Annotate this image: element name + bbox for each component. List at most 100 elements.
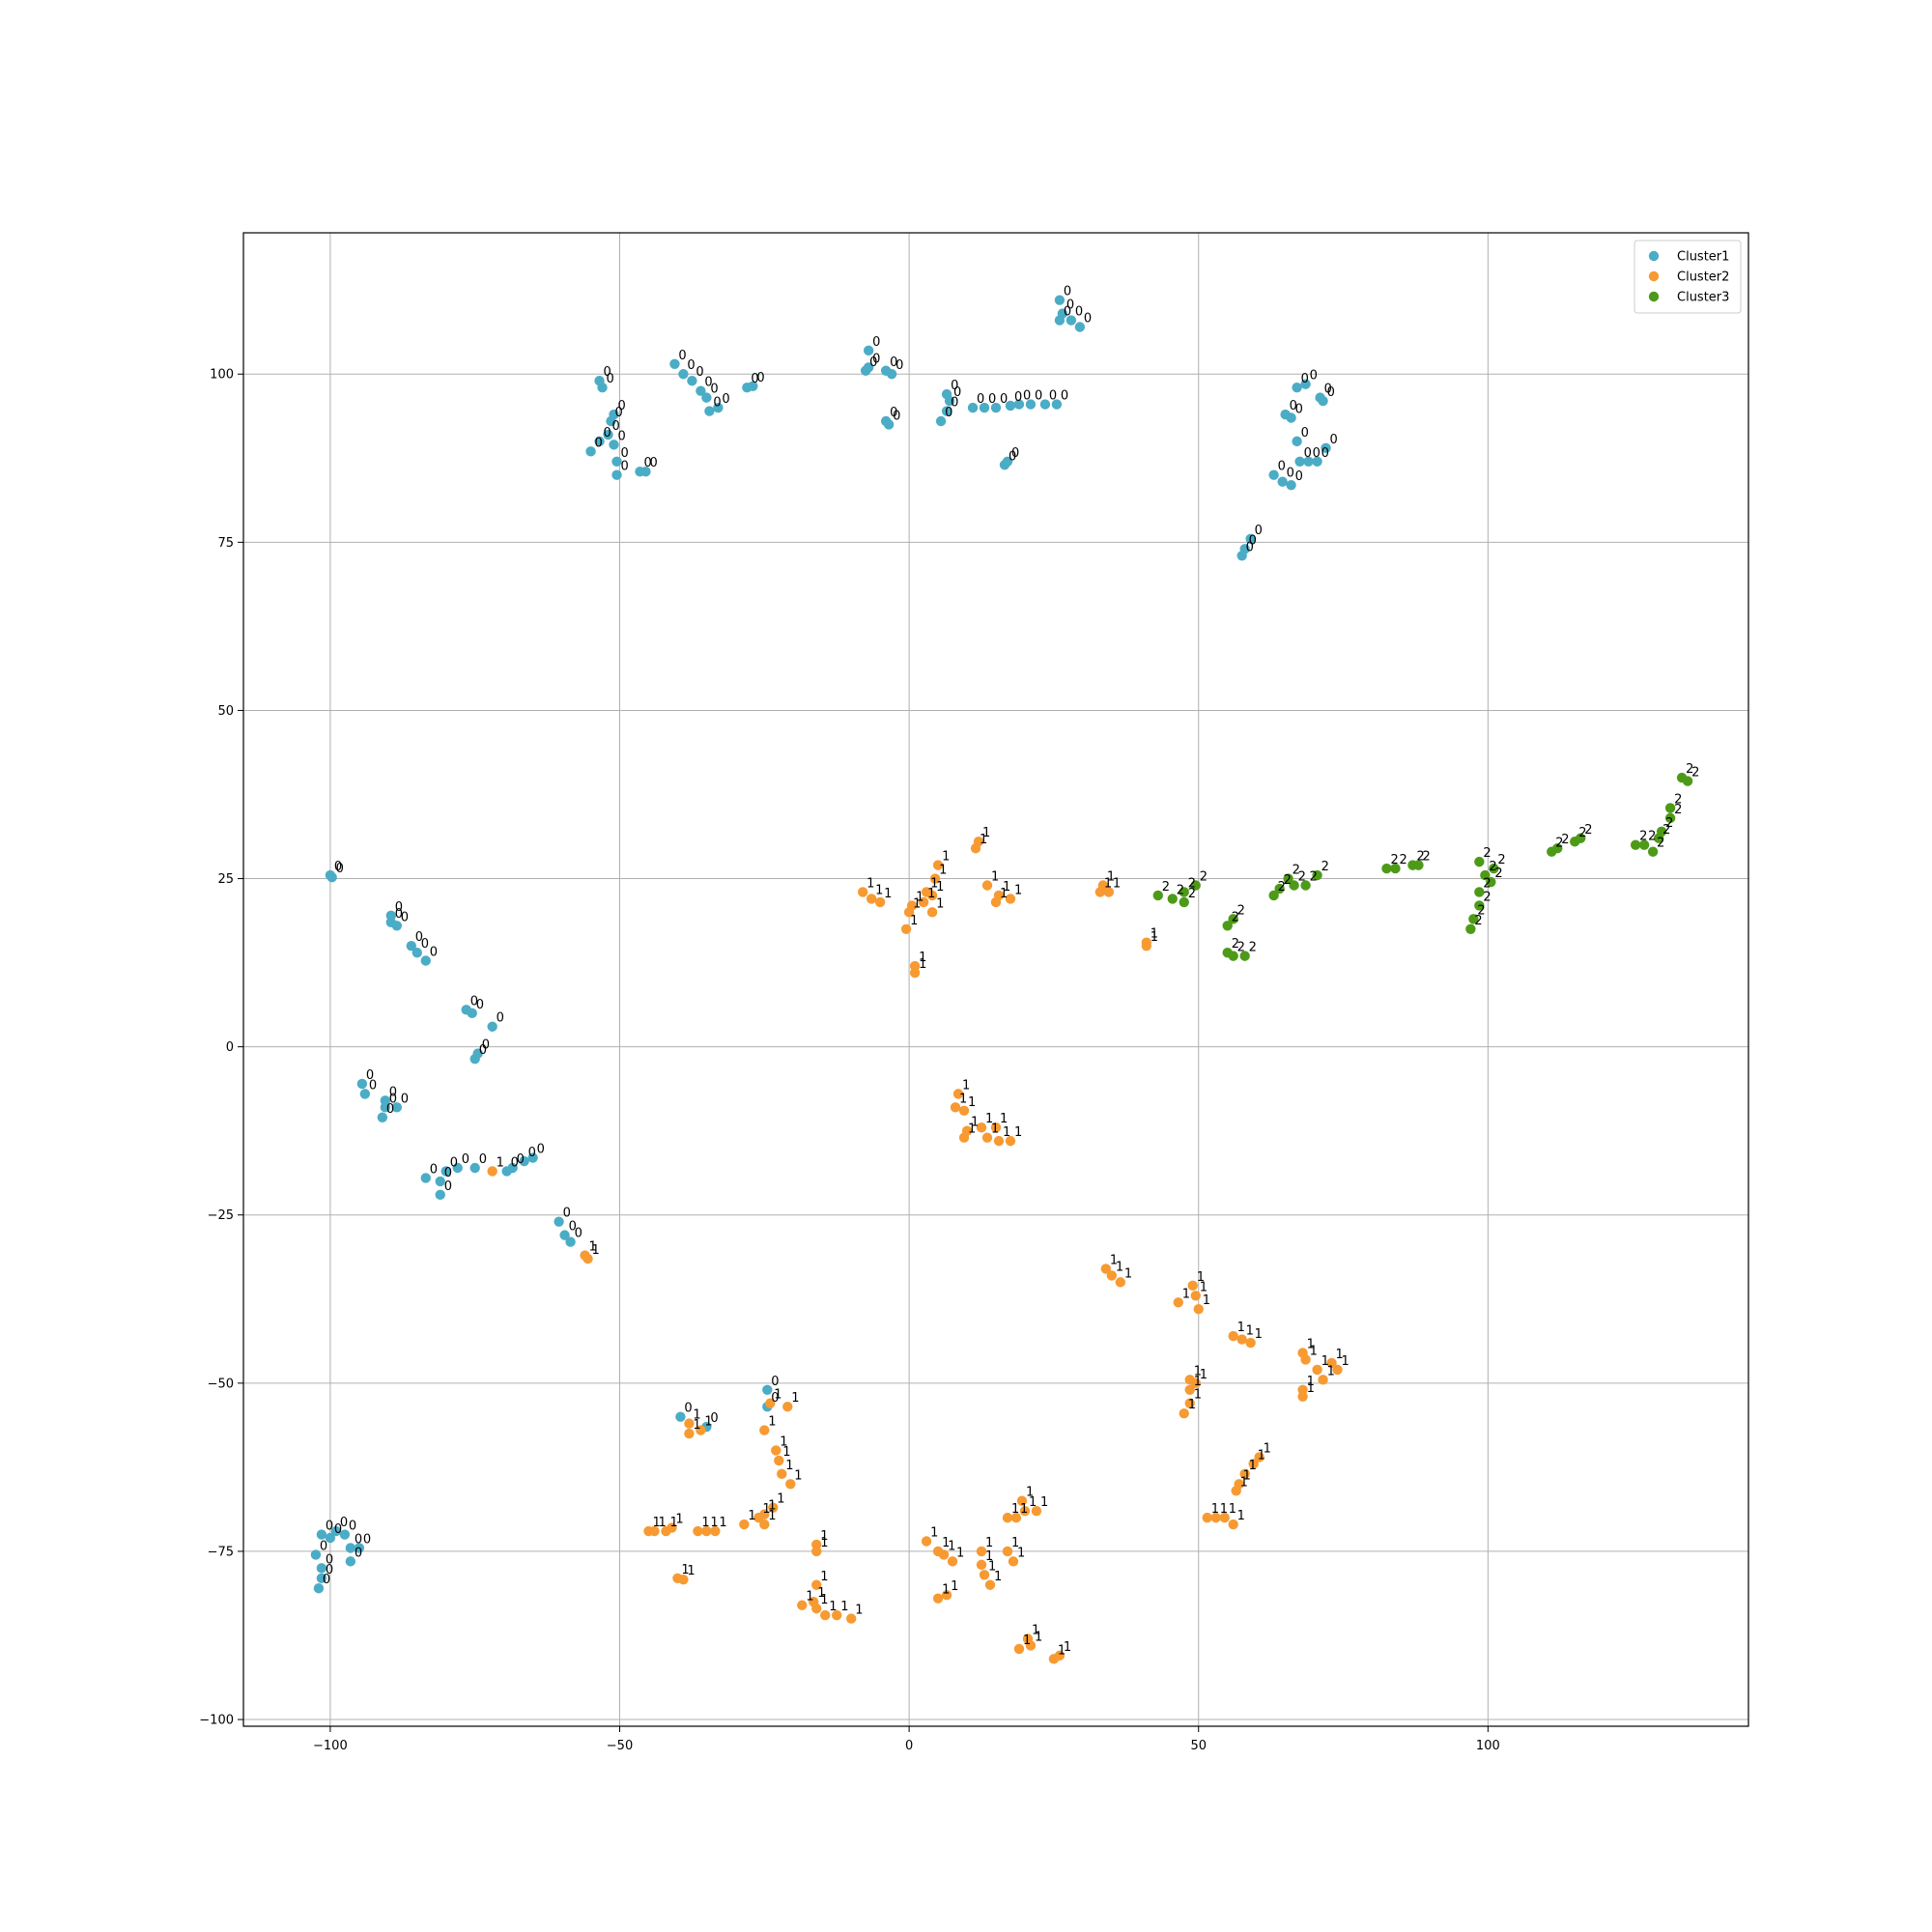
point-label: 2 [1416, 850, 1424, 865]
point-label: 2 [1497, 853, 1505, 867]
point-label: 0 [575, 1227, 582, 1241]
scatter-point-cluster2 [947, 1556, 958, 1567]
point-label: 0 [893, 409, 900, 423]
scatter-point-cluster1 [435, 1176, 445, 1187]
scatter-point-cluster2 [845, 1613, 857, 1624]
scatter-point-cluster1 [487, 1021, 497, 1032]
point-label: 1 [1211, 1502, 1219, 1517]
point-label: 0 [751, 372, 758, 386]
point-label: 1 [1017, 1546, 1025, 1560]
legend: Cluster1 Cluster2 Cluster3 [1634, 240, 1742, 314]
scatter-point-cluster2 [771, 1445, 781, 1456]
scatter-point-cluster1 [1245, 533, 1256, 545]
point-label: 1 [1342, 1354, 1350, 1369]
point-label: 0 [476, 998, 484, 1012]
point-label: 1 [991, 1122, 999, 1137]
point-label: 0 [890, 355, 897, 370]
point-label: 0 [569, 1220, 577, 1235]
scatter-point-cluster1 [860, 365, 871, 376]
point-label: 1 [1194, 1388, 1202, 1403]
scatter-point-cluster1 [1005, 400, 1016, 412]
scatter-point-cluster1 [640, 467, 651, 477]
scatter-point-cluster2 [820, 1609, 831, 1621]
point-label: 0 [713, 396, 721, 411]
scatter-point-cluster2 [1300, 1354, 1311, 1365]
scatter-point-cluster2 [774, 1455, 784, 1466]
y-tick-label: −25 [208, 1208, 234, 1223]
legend-marker [1648, 270, 1660, 282]
point-label: 0 [621, 460, 629, 474]
point-label: 0 [517, 1152, 525, 1167]
scatter-point-cluster1 [675, 1411, 686, 1422]
scatter-point-cluster2 [696, 1425, 706, 1435]
point-label: 0 [1249, 533, 1257, 548]
scatter-point-cluster2 [768, 1502, 779, 1513]
scatter-point-cluster1 [440, 1166, 451, 1177]
point-label: 1 [942, 1536, 950, 1550]
point-label: 1 [497, 1155, 504, 1170]
point-label: 0 [678, 349, 686, 363]
scatter-point-cluster2 [1236, 1334, 1247, 1345]
scatter-point-cluster2 [1326, 1357, 1337, 1369]
point-label: 2 [1477, 903, 1485, 918]
point-label: 1 [1255, 1327, 1263, 1342]
scatter-point-cluster3 [1465, 923, 1476, 934]
scatter-point-cluster1 [339, 1529, 351, 1540]
point-label: 1 [1029, 1495, 1037, 1510]
point-label: 2 [1237, 903, 1245, 918]
scatter-point-cluster1 [886, 369, 897, 380]
point-label: 1 [1011, 1536, 1019, 1550]
point-label: 0 [470, 994, 478, 1009]
legend-label: Cluster3 [1677, 291, 1729, 305]
point-label: 1 [1020, 1502, 1028, 1517]
scatter-point-cluster2 [906, 900, 918, 911]
scatter-point-cluster2 [941, 1590, 952, 1601]
point-label: 1 [1327, 1364, 1335, 1378]
y-tick-label: 25 [217, 872, 234, 887]
scatter-point-cluster3 [1489, 863, 1499, 874]
scatter-point-cluster1 [1074, 322, 1086, 332]
point-label: 0 [479, 1152, 487, 1167]
point-label: 0 [945, 406, 952, 420]
scatter-point-cluster3 [1268, 890, 1279, 901]
scatter-point-cluster3 [1152, 890, 1163, 901]
point-label: 1 [930, 876, 938, 891]
x-tick-label: −50 [607, 1739, 633, 1753]
point-label: 1 [785, 1459, 793, 1473]
point-label: 2 [1483, 890, 1491, 904]
point-label: 0 [349, 1520, 356, 1534]
point-label: 1 [994, 1570, 1002, 1584]
scatter-point-cluster1 [863, 345, 874, 356]
scatter-point-cluster3 [1228, 951, 1238, 961]
point-label: 0 [895, 358, 903, 373]
scatter-point-cluster1 [1303, 456, 1314, 467]
scatter-point-cluster1 [1286, 479, 1296, 491]
scatter-point-cluster3 [1474, 887, 1485, 897]
scatter-point-cluster2 [857, 887, 868, 897]
scatter-point-cluster1 [391, 921, 402, 931]
point-label: 1 [768, 1509, 776, 1523]
point-label: 0 [1061, 389, 1068, 404]
point-label: 2 [1561, 833, 1569, 847]
scatter-point-cluster3 [1474, 900, 1485, 911]
scatter-point-cluster2 [1184, 1384, 1195, 1396]
point-label: 0 [612, 419, 620, 434]
point-label: 1 [1000, 887, 1008, 901]
point-label: 1 [748, 1509, 755, 1523]
scatter-point-cluster3 [1552, 843, 1563, 854]
point-label: 1 [959, 1092, 967, 1106]
point-label: 1 [820, 1570, 828, 1584]
scatter-point-cluster2 [1187, 1280, 1198, 1292]
point-label: 1 [1151, 927, 1158, 942]
point-label: 0 [1084, 311, 1092, 326]
point-label: 1 [1032, 1623, 1039, 1637]
point-label: 2 [1399, 853, 1406, 867]
point-label: 0 [1330, 433, 1338, 447]
point-label: 0 [1246, 540, 1254, 554]
point-label: 1 [693, 1408, 700, 1423]
scatter-point-cluster1 [611, 469, 622, 480]
point-label: 0 [687, 358, 695, 373]
point-label: 0 [872, 352, 880, 366]
